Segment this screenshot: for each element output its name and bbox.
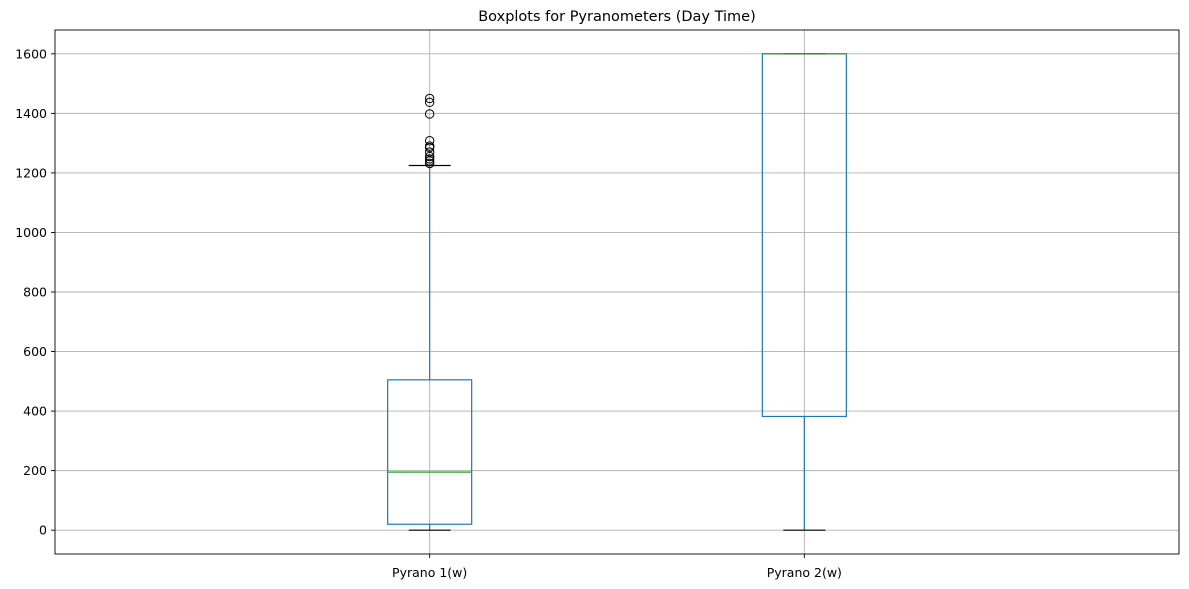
outlier-point (424, 97, 435, 108)
outlier-point (424, 109, 435, 119)
x-tick-label: Pyrano 1(w) (392, 565, 467, 580)
outlier-point (424, 93, 435, 104)
y-tick-label: 0 (39, 523, 47, 538)
chart-title: Boxplots for Pyranometers (Day Time) (478, 9, 756, 25)
y-tick-label: 1000 (15, 225, 47, 240)
y-tick-label: 600 (23, 344, 47, 359)
iqr-box (387, 379, 473, 525)
outlier-point (424, 136, 435, 146)
outlier-point (424, 158, 435, 169)
tick-layer: 0 200 400 600 800 1000 1200 1400 1600 Pyrano 1(w)… (15, 46, 842, 580)
y-tick-label: 400 (23, 404, 47, 419)
y-tick-label: 200 (23, 463, 47, 478)
y-tick-label: 1600 (15, 46, 47, 61)
box-layer (387, 53, 847, 531)
x-tick-label: Pyrano 2(w) (767, 565, 842, 580)
y-tick-label: 800 (23, 285, 47, 300)
outlier-point (424, 154, 435, 164)
y-tick-label: 1400 (15, 106, 47, 121)
box-2 (761, 53, 847, 531)
box-1 (387, 93, 473, 531)
y-tick-label: 1200 (15, 165, 47, 180)
grid-layer (55, 30, 1179, 554)
outlier-point (424, 151, 435, 162)
outlier-point (424, 141, 435, 151)
outlier-point (424, 147, 435, 157)
